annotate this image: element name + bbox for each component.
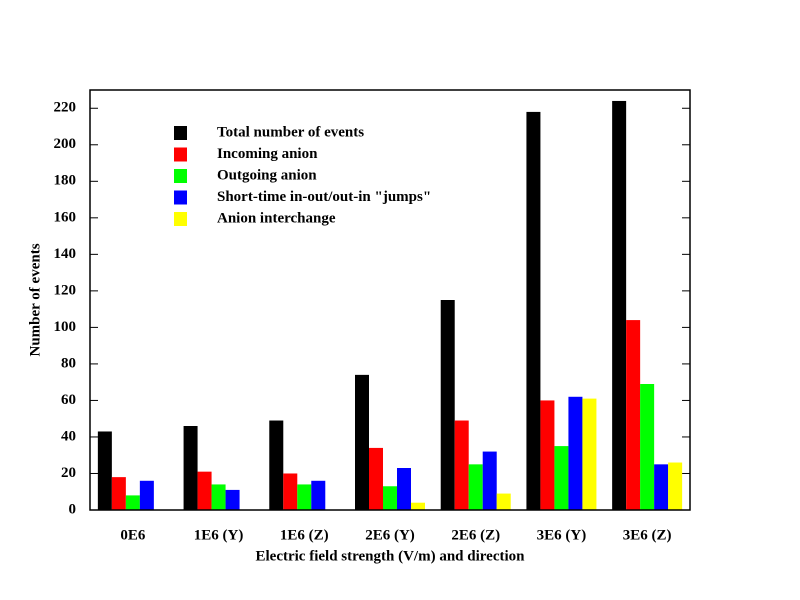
bar xyxy=(668,462,683,510)
bar xyxy=(654,464,669,510)
y-tick-label: 60 xyxy=(61,392,76,408)
bar xyxy=(383,486,397,510)
y-tick-label: 200 xyxy=(54,136,77,152)
plot-frame xyxy=(89,89,691,511)
x-tick-label: 1E6 (Y) xyxy=(194,527,244,543)
bar xyxy=(496,493,511,510)
y-tick-label: 120 xyxy=(54,282,77,298)
bar xyxy=(626,320,641,510)
legend-swatch xyxy=(174,212,187,226)
x-tick-label: 3E6 (Z) xyxy=(623,527,672,543)
bar xyxy=(211,484,226,510)
x-tick-label: 1E6 (Z) xyxy=(280,527,329,543)
y-tick-label: 20 xyxy=(61,465,76,481)
legend-swatch xyxy=(174,190,187,205)
bar xyxy=(369,447,383,510)
bar xyxy=(582,398,597,510)
bar xyxy=(283,473,298,510)
bar xyxy=(125,495,140,510)
bar xyxy=(397,468,411,510)
x-tick-label: 0E6 xyxy=(120,527,146,543)
x-tick-label: 2E6 (Y) xyxy=(365,527,415,543)
legend-label: Outgoing anion xyxy=(217,167,317,183)
bar xyxy=(311,480,326,510)
y-tick-label: 160 xyxy=(54,209,77,225)
y-tick-label: 100 xyxy=(54,319,77,335)
x-axis-label: Electric field strength (V/m) and direct… xyxy=(256,548,526,564)
x-tick-label: 3E6 (Y) xyxy=(537,527,587,543)
bar xyxy=(139,480,154,510)
bar xyxy=(183,426,198,510)
bar xyxy=(482,451,497,510)
bar xyxy=(612,100,627,511)
bar xyxy=(440,300,455,510)
bar xyxy=(526,111,541,511)
bar xyxy=(297,484,312,510)
legend-swatch xyxy=(174,169,187,183)
bar xyxy=(411,502,425,510)
bar xyxy=(97,431,112,510)
bar xyxy=(355,374,369,510)
x-tick-label: 2E6 (Z) xyxy=(451,527,500,543)
bar xyxy=(568,396,583,510)
bar xyxy=(225,489,240,510)
bar xyxy=(111,477,126,510)
bar xyxy=(468,464,483,510)
y-axis-label: Number of events xyxy=(27,243,43,356)
legend-label: Short-time in-out/out-in "jumps" xyxy=(217,189,431,205)
legend-label: Total number of events xyxy=(217,124,364,140)
bar xyxy=(640,384,655,510)
legend-label: Anion interchange xyxy=(217,210,336,226)
bar xyxy=(540,400,555,510)
legend-swatch xyxy=(174,126,187,140)
bar xyxy=(269,420,284,510)
y-tick-label: 80 xyxy=(61,355,76,371)
y-tick-label: 220 xyxy=(54,100,77,116)
bar xyxy=(197,471,212,510)
y-tick-label: 40 xyxy=(61,428,76,444)
legend-swatch xyxy=(174,147,187,162)
y-tick-label: 140 xyxy=(54,246,77,262)
bar xyxy=(554,446,569,510)
legend-label: Incoming anion xyxy=(217,146,318,162)
y-tick-label: 0 xyxy=(69,501,77,517)
y-tick-label: 180 xyxy=(54,173,77,189)
bar xyxy=(454,420,469,510)
